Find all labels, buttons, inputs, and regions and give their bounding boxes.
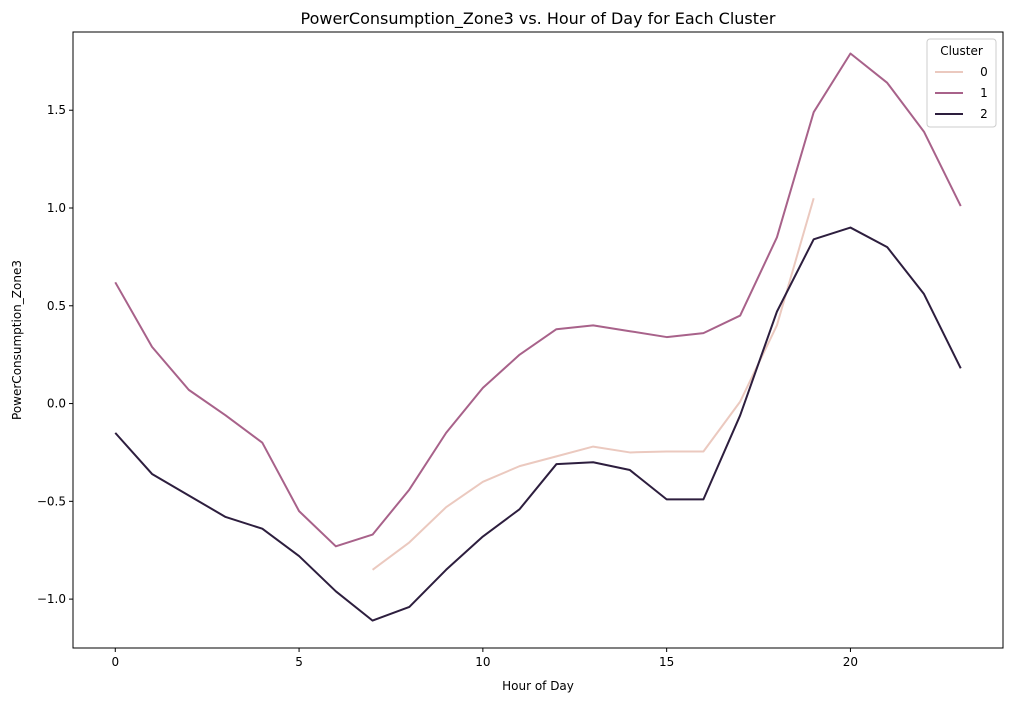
y-axis-label: PowerConsumption_Zone3 xyxy=(10,260,24,420)
legend-title: Cluster xyxy=(940,44,983,58)
y-tick-label: 0.0 xyxy=(47,397,66,411)
legend-label-cluster-0: 0 xyxy=(980,65,988,79)
series-line-cluster-0 xyxy=(371,197,815,571)
legend-label-cluster-2: 2 xyxy=(980,107,988,121)
x-axis: 0 5 10 15 20 xyxy=(111,648,858,669)
legend-box xyxy=(926,38,997,128)
x-tick-label: 20 xyxy=(843,655,858,669)
y-axis: −1.0 −0.5 0.0 0.5 1.0 1.5 xyxy=(37,103,73,606)
x-axis-label: Hour of Day xyxy=(502,679,574,693)
y-tick-label: 1.0 xyxy=(47,201,66,215)
y-tick-label: 1.5 xyxy=(47,103,66,117)
chart-title: PowerConsumption_Zone3 vs. Hour of Day f… xyxy=(301,9,776,29)
legend: Cluster 0 1 2 xyxy=(926,38,997,128)
series-line-cluster-2 xyxy=(114,226,962,622)
series-line-cluster-1 xyxy=(114,52,962,548)
x-tick-label: 5 xyxy=(295,655,303,669)
plot-area xyxy=(72,31,1004,649)
x-tick-label: 10 xyxy=(475,655,490,669)
y-tick-label: −0.5 xyxy=(37,494,66,508)
x-tick-label: 15 xyxy=(659,655,674,669)
y-tick-label: 0.5 xyxy=(47,299,66,313)
y-tick-label: −1.0 xyxy=(37,592,66,606)
plot-frame xyxy=(72,31,1004,649)
x-tick-label: 0 xyxy=(111,655,119,669)
legend-label-cluster-1: 1 xyxy=(980,86,988,100)
